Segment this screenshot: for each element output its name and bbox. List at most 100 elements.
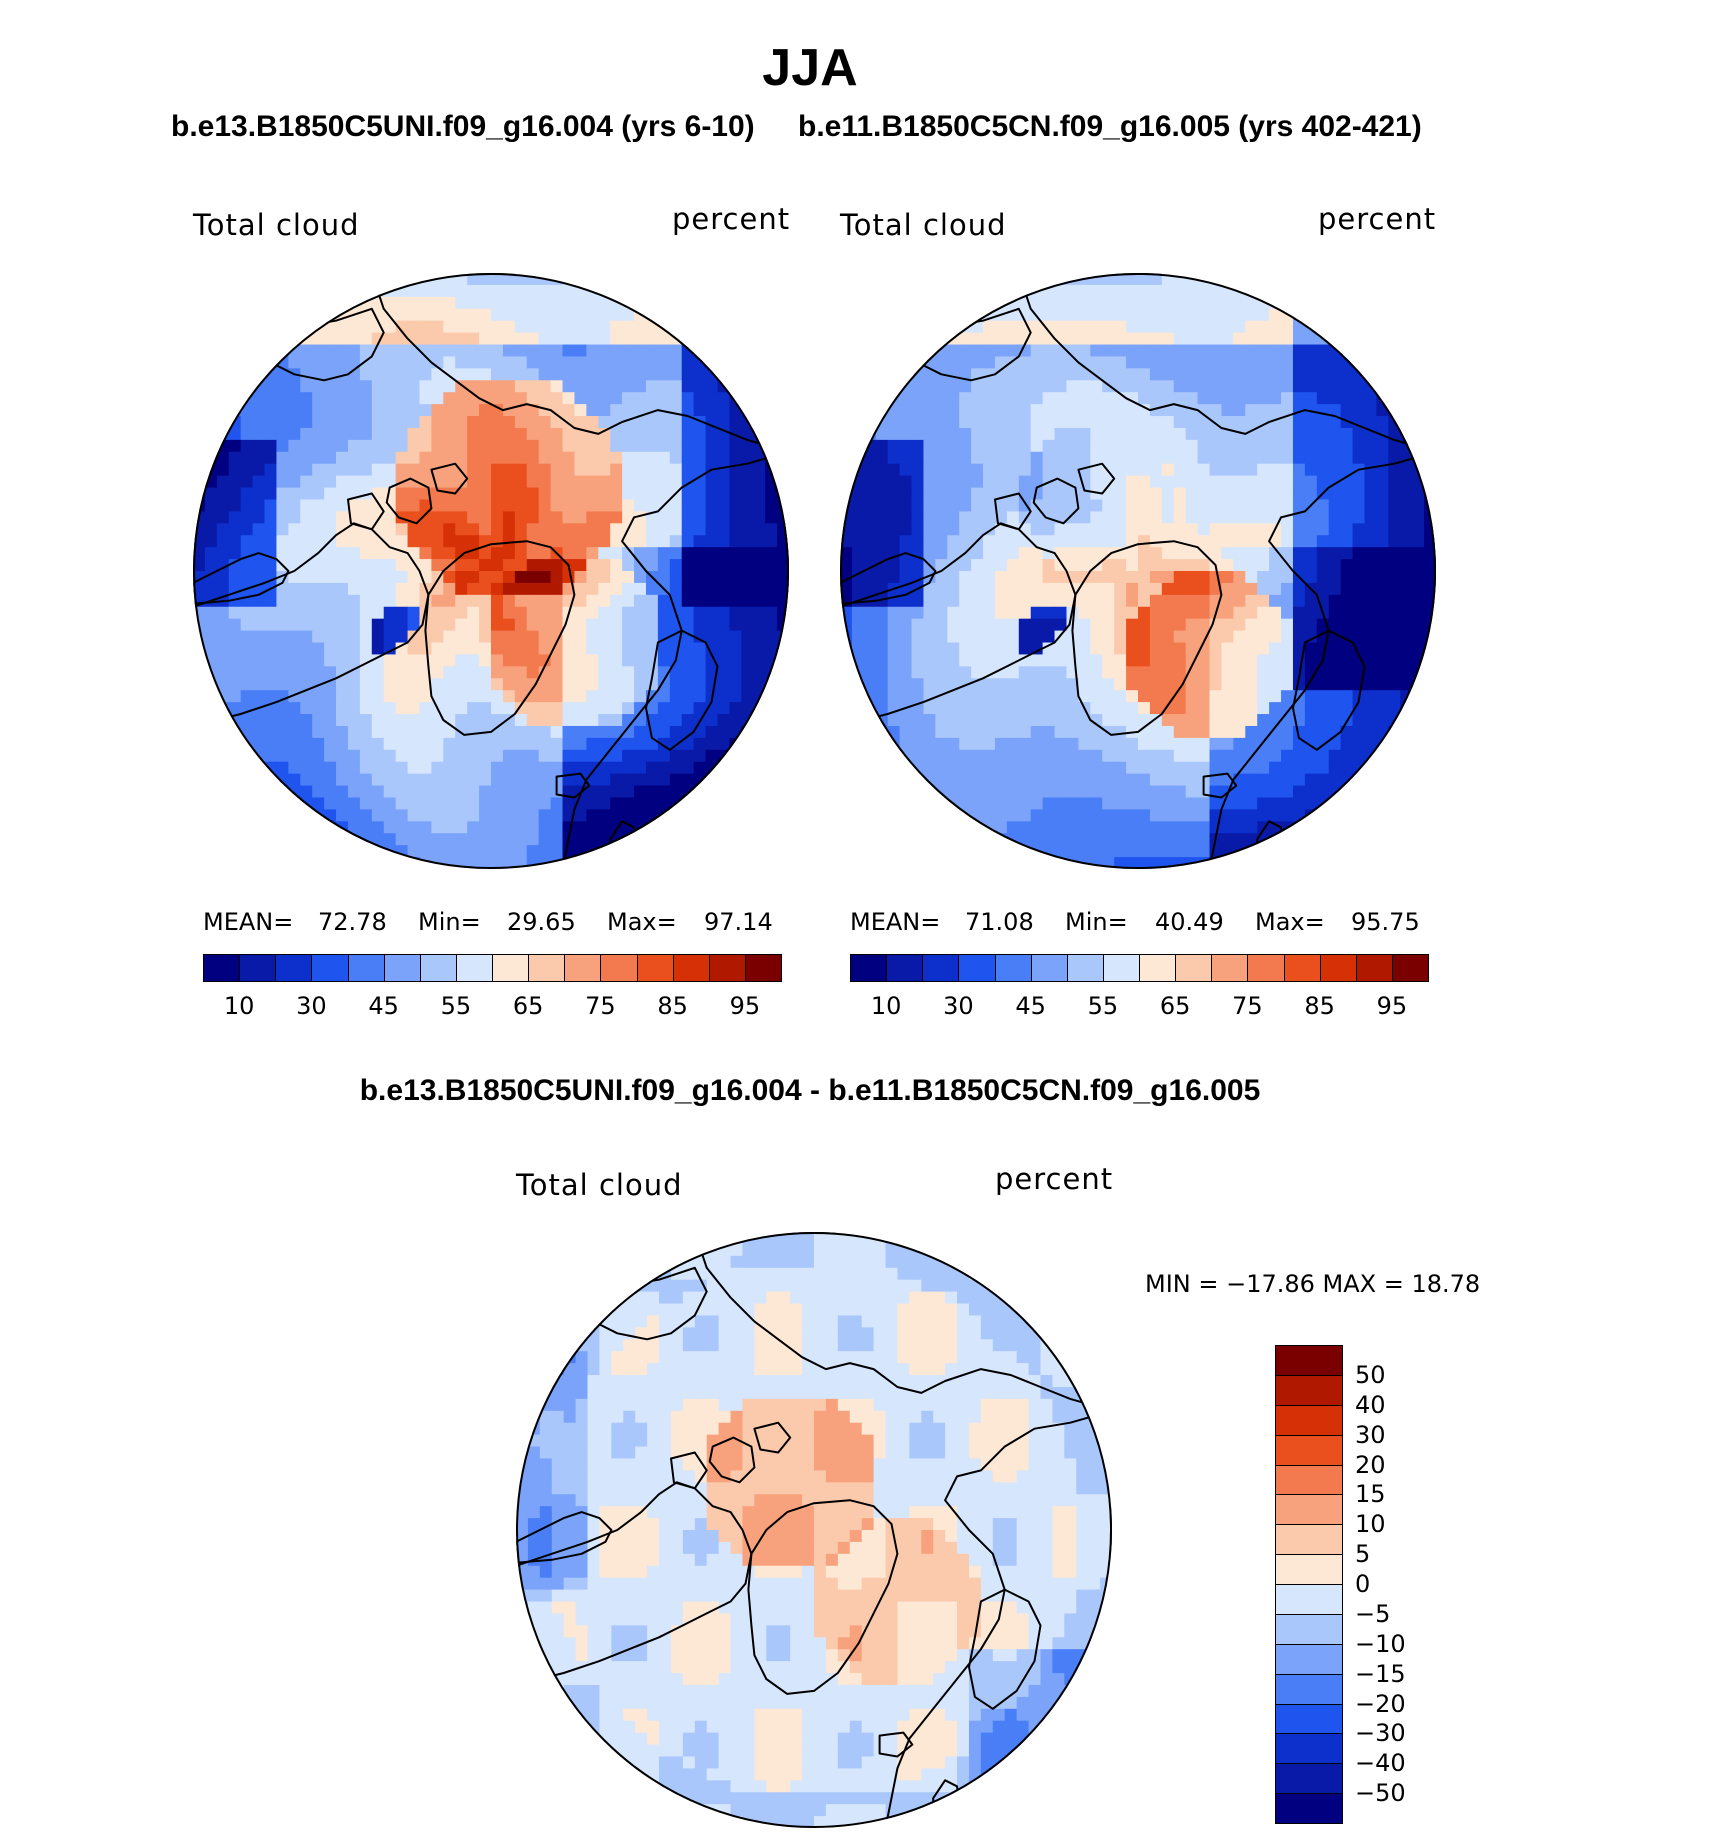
field-cell — [264, 475, 278, 489]
field-cell — [1281, 761, 1294, 775]
field-cell — [863, 773, 877, 787]
field-cell — [1316, 463, 1330, 477]
field-cell — [550, 368, 564, 381]
field-cell — [586, 797, 599, 810]
field-cell — [1292, 523, 1306, 536]
field-cell — [1209, 284, 1223, 298]
field-cell — [550, 725, 564, 739]
field-cell — [228, 737, 242, 751]
field-cell — [1090, 344, 1103, 358]
field-cell — [1304, 725, 1318, 739]
field-cell — [840, 606, 853, 620]
field-cell — [681, 332, 695, 346]
field-cell — [959, 416, 972, 429]
field-cell — [312, 666, 325, 679]
field-cell — [1269, 559, 1282, 572]
field-cell — [562, 702, 576, 715]
field-cell — [526, 630, 540, 644]
field-cell — [395, 785, 409, 799]
field-cell — [586, 654, 599, 667]
field-cell — [765, 284, 778, 298]
field-cell — [204, 535, 218, 548]
field-cell — [959, 273, 972, 286]
field-cell — [681, 284, 695, 298]
field-cell — [1281, 737, 1294, 751]
field-cell — [1078, 380, 1091, 393]
field-cell — [383, 523, 397, 536]
field-cell — [705, 308, 719, 322]
field-cell — [947, 654, 960, 667]
field-cell — [1257, 773, 1270, 787]
field-cell — [717, 845, 730, 858]
field-cell — [336, 487, 349, 501]
field-cell — [1400, 511, 1413, 524]
field-cell — [1126, 451, 1139, 465]
field-cell — [1054, 439, 1068, 453]
field-cell — [491, 416, 504, 429]
field-cell — [1197, 439, 1211, 453]
field-cell — [1173, 535, 1187, 548]
field-cell — [717, 606, 730, 620]
field-cell — [514, 368, 528, 381]
field-cell — [1018, 416, 1032, 429]
field-cell — [1316, 380, 1330, 393]
field-cell — [395, 702, 409, 715]
field-cell — [491, 630, 504, 644]
field-cell — [1114, 487, 1127, 501]
field-cell — [1149, 606, 1163, 620]
field-cell — [252, 273, 266, 286]
field-cell — [717, 797, 730, 810]
field-cell — [431, 451, 444, 465]
field-cell — [1054, 725, 1068, 739]
field-cell — [1102, 559, 1115, 572]
field-cell — [693, 368, 707, 381]
field-cell — [693, 380, 707, 393]
field-cell — [1197, 451, 1211, 465]
field-cell — [840, 809, 853, 822]
field-cell — [300, 833, 313, 846]
field-cell — [1316, 809, 1330, 822]
siberia-coastline — [370, 273, 789, 453]
field-cell — [443, 273, 456, 286]
field-cell — [1078, 559, 1091, 572]
field-cell — [863, 332, 877, 346]
field-cell — [276, 654, 289, 667]
field-cell — [1149, 308, 1163, 322]
field-cell — [347, 582, 361, 596]
field-cell — [911, 296, 925, 310]
field-cell — [610, 356, 623, 369]
field-cell — [574, 630, 587, 644]
field-cell — [1126, 404, 1139, 417]
field-cell — [1209, 296, 1223, 310]
field-cell — [479, 785, 492, 799]
field-cell — [359, 594, 373, 608]
field-cell — [419, 368, 432, 381]
field-cell — [193, 773, 206, 787]
field-cell — [1018, 737, 1032, 751]
field-cell — [502, 308, 516, 322]
field-cell — [1090, 308, 1103, 322]
field-cell — [431, 606, 444, 620]
field-cell — [193, 582, 206, 596]
field-cell — [777, 404, 789, 417]
field-cell — [717, 833, 730, 846]
field-cell — [634, 284, 647, 298]
field-cell — [994, 749, 1008, 763]
field-cell — [264, 523, 278, 536]
field-cell — [681, 606, 695, 620]
field-cell — [1364, 737, 1377, 751]
field-cell — [693, 773, 707, 787]
field-cell — [669, 451, 683, 465]
field-cell — [753, 308, 766, 322]
field-cell — [983, 284, 996, 298]
field-cell — [276, 368, 289, 381]
field-cell — [1149, 439, 1163, 453]
field-cell — [204, 296, 218, 310]
field-cell — [959, 749, 972, 763]
field-cell — [1102, 320, 1115, 334]
field-cell — [193, 785, 206, 799]
field-cell — [1316, 296, 1330, 310]
field-cell — [994, 702, 1008, 715]
field-cell — [693, 725, 707, 739]
field-cell — [1233, 475, 1246, 489]
